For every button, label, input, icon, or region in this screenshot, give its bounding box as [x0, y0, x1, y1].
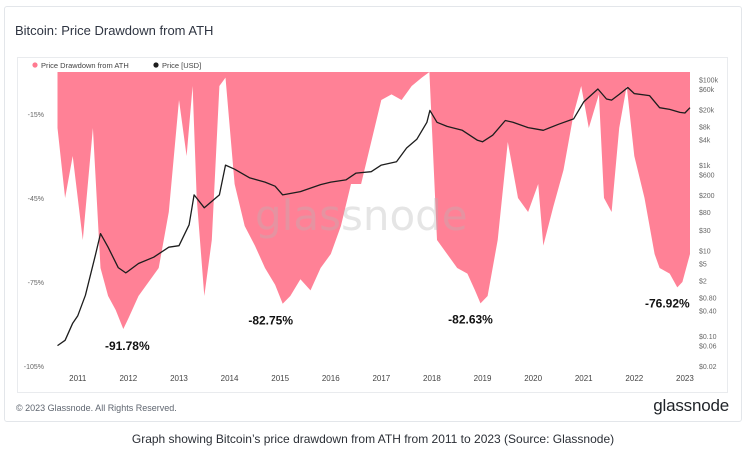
watermark-text: glassnode: [255, 191, 468, 240]
y-right-tick-label: $4k: [699, 137, 711, 144]
brand-logo[interactable]: glassnode: [653, 396, 729, 415]
x-tick-label: 2013: [170, 374, 188, 383]
y-right-tick-label: $0.10: [699, 334, 717, 341]
y-right-tick-label: $200: [699, 193, 715, 200]
y-right-tick-label: $0.02: [699, 364, 717, 371]
y-right-tick-label: $2: [699, 278, 707, 285]
x-tick-label: 2014: [221, 374, 239, 383]
chart-legend[interactable]: Price Drawdown from ATH Price [USD]: [32, 61, 201, 70]
drawdown-annotation: -76.92%: [645, 296, 690, 310]
legend-price-swatch: [153, 62, 159, 68]
legend-drawdown-label: Price Drawdown from ATH: [41, 61, 129, 70]
x-tick-label: 2015: [271, 374, 289, 383]
y-right-tick-label: $30: [699, 228, 711, 235]
y-right-tick-label: $0.06: [699, 344, 717, 351]
price-line: [57, 86, 691, 347]
drawdown-area: [57, 72, 690, 329]
x-tick-label: 2022: [625, 374, 643, 383]
y-right-tick-label: $1k: [699, 163, 711, 170]
legend-drawdown-swatch: [32, 62, 38, 68]
y-left-tick-label: -45%: [28, 196, 44, 203]
y-left-tick-label: -75%: [28, 280, 44, 287]
y-right-tick-label: $600: [699, 173, 715, 180]
y-right-tick-label: $8k: [699, 124, 711, 131]
figure-caption: Graph showing Bitcoin’s price drawdown f…: [131, 432, 615, 446]
copyright-text: © 2023 Glassnode. All Rights Reserved.: [16, 403, 177, 413]
y-right-tick-label: $60k: [699, 87, 715, 94]
x-tick-label: 2023: [676, 374, 694, 383]
drawdown-annotation: -82.75%: [248, 314, 293, 328]
chart-title: Bitcoin: Price Drawdown from ATH: [15, 23, 214, 38]
y-right-tick-label: $80: [699, 210, 711, 217]
y-left-tick-label: -15%: [28, 112, 44, 119]
x-tick-label: 2011: [69, 374, 87, 383]
drawdown-annotation: -91.78%: [105, 339, 150, 353]
x-tick-label: 2018: [423, 374, 441, 383]
y-right-tick-label: $10: [699, 249, 711, 256]
y-right-tick-label: $100k: [699, 78, 719, 85]
x-tick-label: 2017: [372, 374, 390, 383]
x-tick-label: 2021: [575, 374, 593, 383]
drawdown-annotation: -82.63%: [448, 312, 493, 326]
x-tick-label: 2016: [322, 374, 340, 383]
y-right-tick-label: $5: [699, 261, 707, 268]
y-right-tick-label: $0.80: [699, 295, 717, 302]
x-tick-label: 2012: [119, 374, 137, 383]
y-right-tick-label: $0.40: [699, 308, 717, 315]
legend-price-label: Price [USD]: [162, 61, 201, 70]
x-tick-label: 2019: [474, 374, 492, 383]
y-right-tick-label: $20k: [699, 107, 715, 114]
x-tick-label: 2020: [524, 374, 542, 383]
y-left-tick-label: -105%: [24, 364, 44, 371]
